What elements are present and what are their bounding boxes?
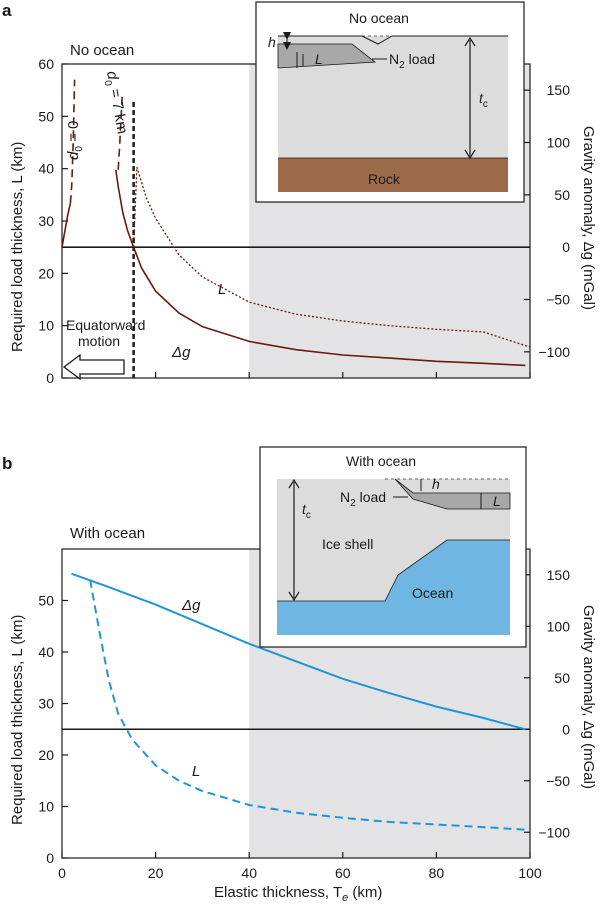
left-tick-label: 60 [38, 56, 54, 72]
left-tick-label: 30 [38, 213, 54, 229]
left-tick-label: 40 [38, 644, 54, 660]
inset-b-title: With ocean [346, 453, 416, 469]
left-tick-label: 20 [38, 265, 54, 281]
right-tick-label: 150 [547, 567, 571, 583]
inset-b-shell-label: Ice shell [322, 536, 373, 552]
panel-a-arrow-label-1: Equatorward [66, 317, 145, 333]
right-tick-label: 50 [554, 670, 570, 686]
right-tick-label: −50 [546, 292, 570, 308]
panel-a-label-d0-zero: d0 = 0 [65, 121, 85, 160]
inset-b-ocean-label: Ocean [412, 585, 453, 601]
panel-b-heading: With ocean [70, 525, 145, 542]
right-tick-label: −50 [546, 773, 570, 789]
left-tick-label: 30 [38, 696, 54, 712]
series-b--g [71, 572, 526, 731]
panel-a-series [61, 79, 531, 367]
x-tick-label: 40 [241, 865, 257, 881]
right-tick-label: 100 [547, 618, 571, 634]
inset-b-h: h [432, 476, 440, 492]
series-a-l [132, 166, 531, 348]
left-tick-label: 10 [38, 318, 54, 334]
series-b-l [89, 579, 526, 831]
x-axis-label: Elastic thickness, Te (km) [214, 884, 382, 904]
panel-b: b 0 10 20 30 40 50 −100 −50 0 50 100 150 0 20 40 60 80 10… [2, 446, 570, 881]
panel-b-curve-label-dg: Δg [181, 597, 201, 614]
panel-a-equatorward-arrow [62, 353, 125, 381]
inset-a-load-label: N2 load [389, 51, 435, 71]
x-tick-label: 60 [335, 865, 351, 881]
inset-b-load-label: N2 load [340, 489, 386, 509]
panel-a: a 0 10 20 30 40 50 60 −100 −50 0 50 100 150 No ocean… [2, 1, 570, 386]
panel-a-left-axis-label: Required load thickness, L (km) [9, 142, 26, 352]
x-tick-label: 0 [58, 865, 66, 881]
inset-a-rock [278, 158, 508, 192]
inset-a-title: No ocean [349, 10, 409, 26]
panel-a-right-axis-label: Gravity anomaly, Δg (mGal) [580, 126, 597, 310]
right-tick-label: 0 [562, 239, 570, 255]
left-tick-label: 40 [38, 161, 54, 177]
inset-b-tc: tc [302, 501, 311, 521]
panel-b-inset: With ocean h L N2 load tc Ice shell Ocea… [259, 446, 527, 648]
inset-a-n2-load [277, 43, 377, 69]
panel-a-heading: No ocean [70, 42, 134, 59]
left-tick-label: 50 [38, 593, 54, 609]
panel-b-curve-label-L: L [192, 763, 200, 780]
series-a-d0-0 [69, 79, 76, 204]
right-tick-label: 50 [554, 187, 570, 203]
panel-b-letter: b [2, 454, 12, 473]
x-tick-label: 80 [429, 865, 445, 881]
left-tick-label: 10 [38, 799, 54, 815]
left-tick-label: 50 [38, 108, 54, 124]
inset-b-ocean [277, 540, 510, 635]
inset-a-tc: tc [479, 90, 488, 110]
panel-a-curve-label-dg: Δg [171, 344, 191, 361]
inset-b-L: L [493, 493, 501, 509]
panel-b-right-axis-label: Gravity anomaly, Δg (mGal) [580, 605, 597, 789]
series-a-d0-0 [61, 203, 72, 248]
panel-a-arrow-label-2: motion [78, 333, 120, 349]
x-tick-label: 20 [148, 865, 164, 881]
panel-a-letter: a [2, 1, 12, 20]
right-tick-label: −100 [538, 344, 570, 360]
right-tick-label: 0 [562, 721, 570, 737]
right-tick-label: 150 [547, 82, 571, 98]
inset-a-h: h [268, 34, 276, 50]
panel-b-series [71, 572, 526, 831]
inset-a-rock-label: Rock [368, 171, 401, 187]
series-a--g [115, 169, 526, 367]
panel-b-left-axis-label: Required load thickness, L (km) [9, 615, 26, 825]
left-tick-label: 20 [38, 747, 54, 763]
panel-a-inset: No ocean h L N2 load tc Rock [255, 1, 525, 203]
panel-b-ticks: 0 10 20 30 40 50 −100 −50 0 50 100 150 0 20 40 60 80 100 [38, 567, 570, 881]
left-tick-label: 0 [46, 850, 54, 866]
panel-a-label-d0-seven: d0 = 7 km [100, 70, 131, 136]
left-tick-label: 0 [46, 370, 54, 386]
inset-a-L: L [315, 51, 323, 67]
right-tick-label: −100 [538, 824, 570, 840]
right-tick-label: 100 [547, 135, 571, 151]
x-tick-label: 100 [518, 865, 542, 881]
panel-a-curve-label-L: L [218, 281, 226, 298]
panel-a-ticks: 0 10 20 30 40 50 60 −100 −50 0 50 100 150 [38, 56, 570, 386]
